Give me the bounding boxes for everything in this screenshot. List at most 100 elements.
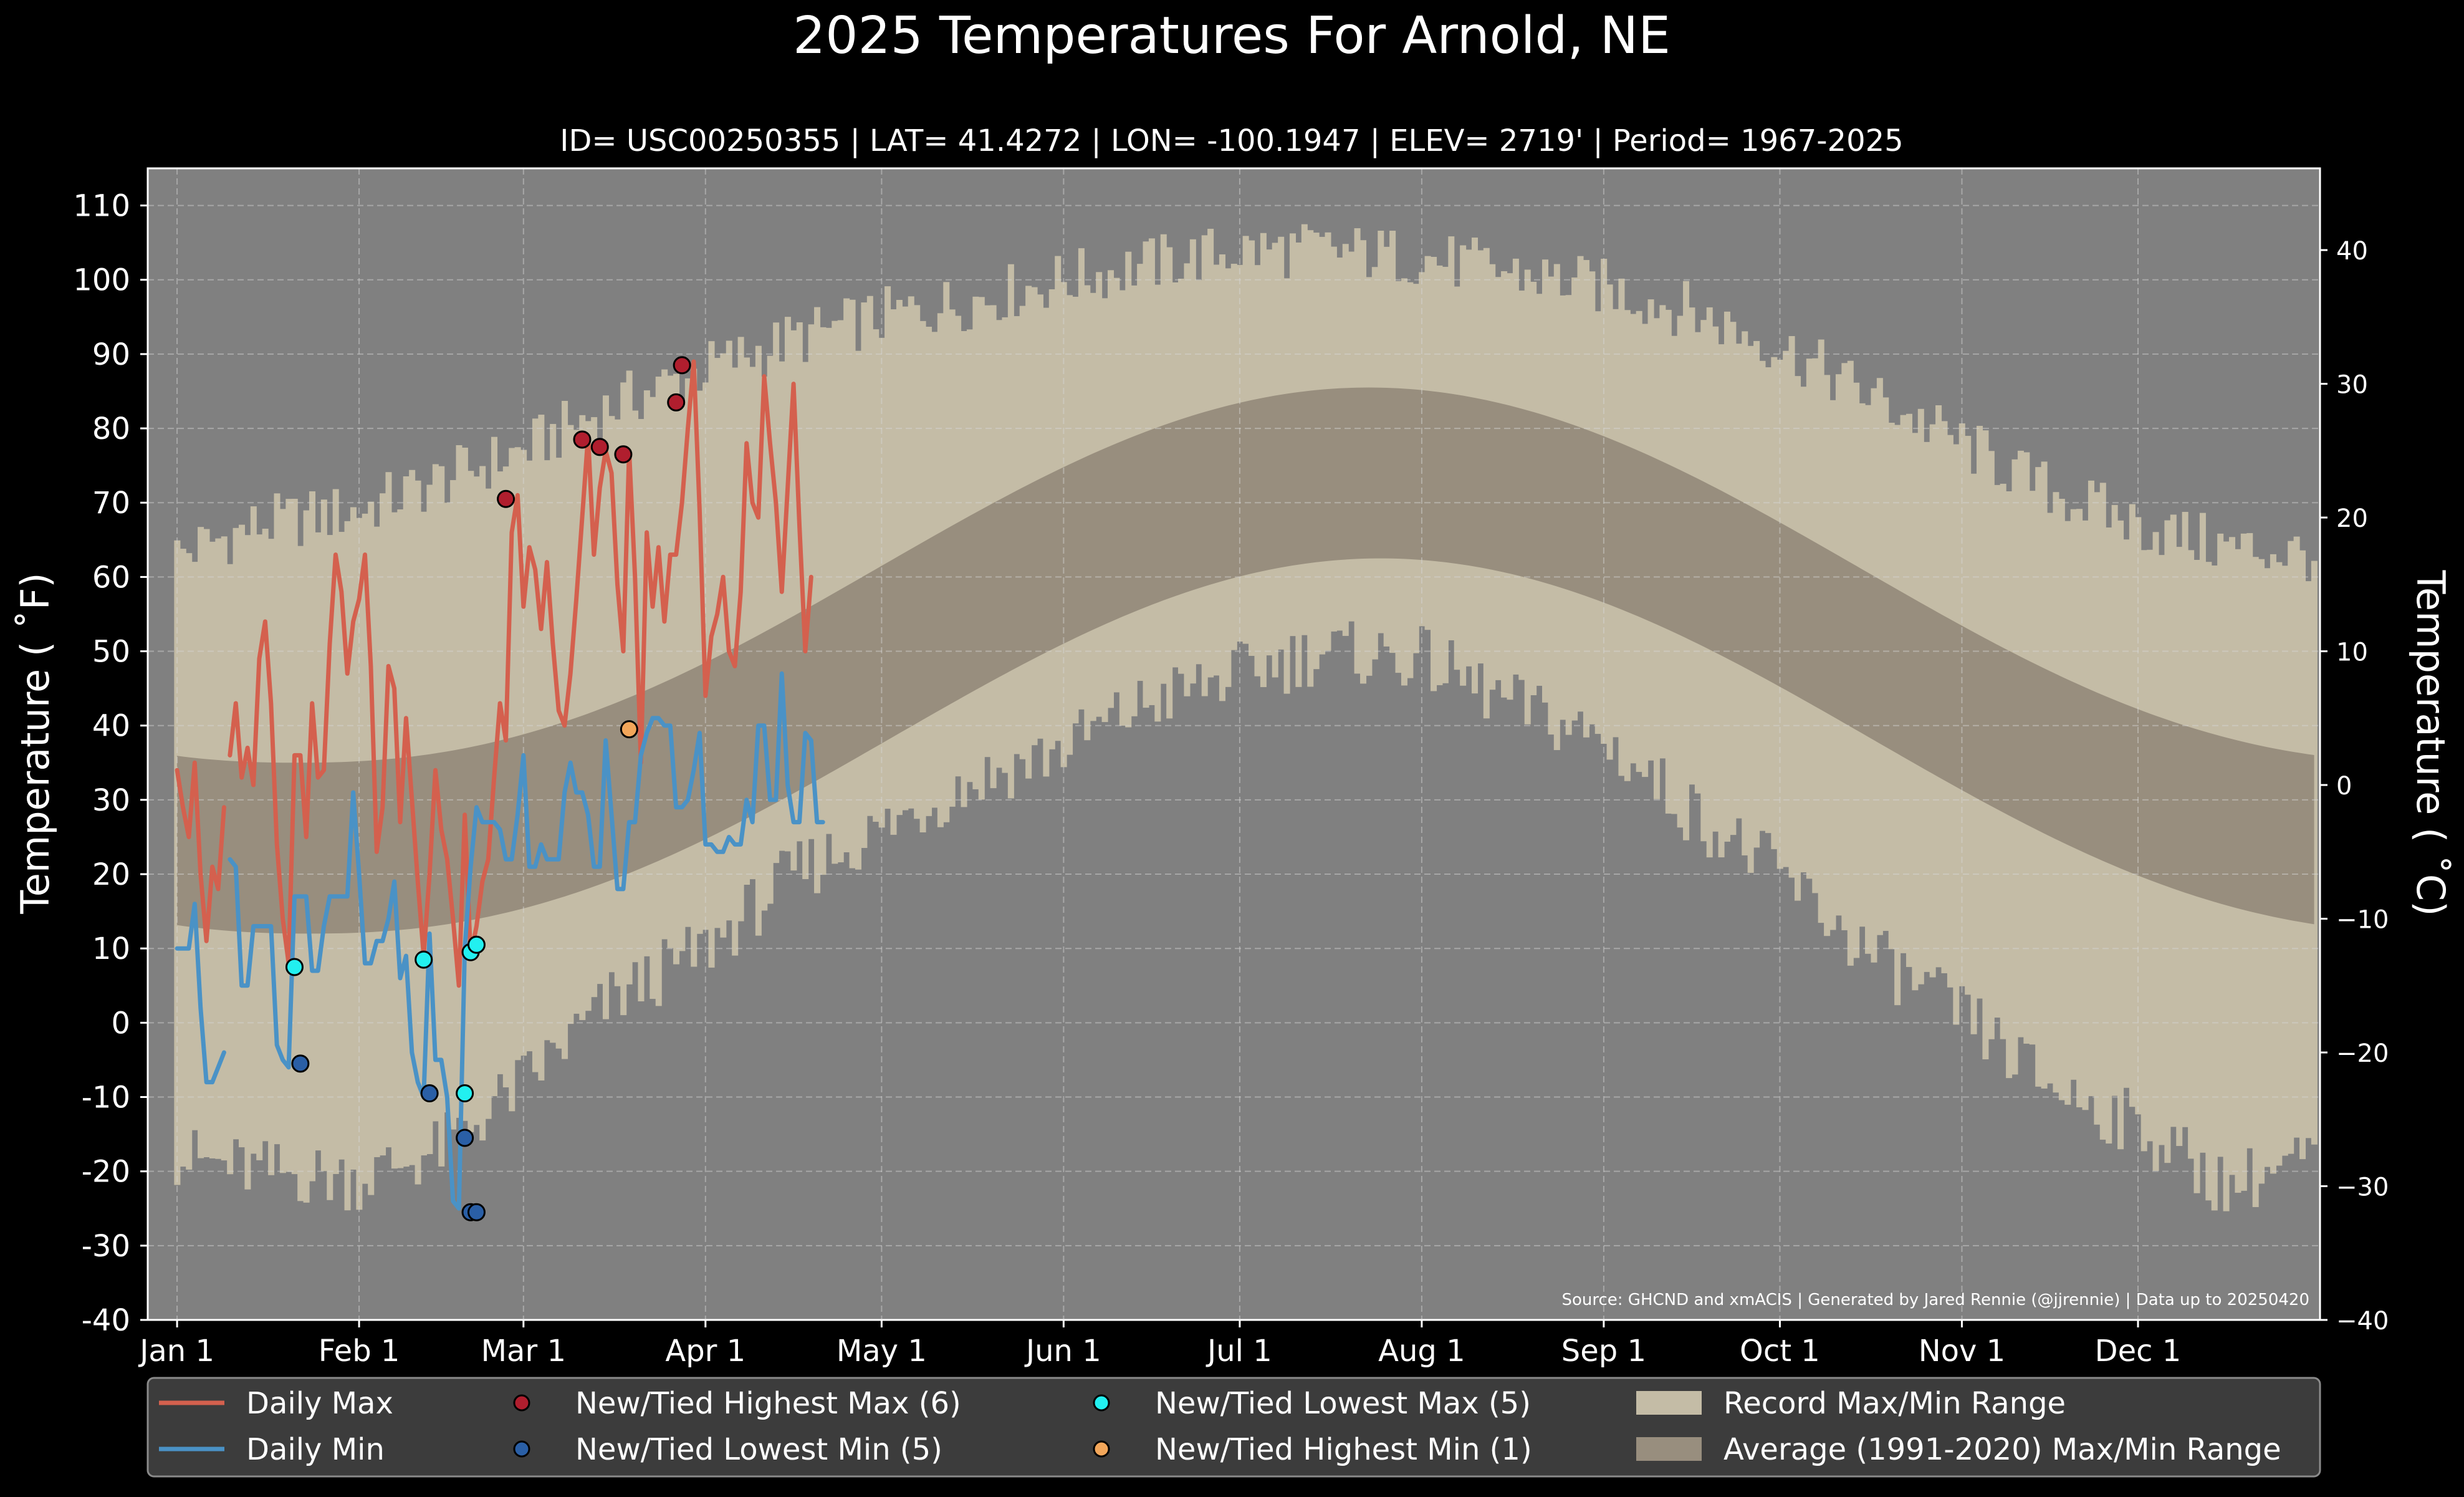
record-range-bar <box>784 317 791 852</box>
new-high-min-marker <box>620 720 638 739</box>
x-tick-label: Apr 1 <box>665 1334 745 1369</box>
x-tick-label: Mar 1 <box>481 1334 566 1369</box>
record-range-bar <box>832 320 838 864</box>
new-low-max-marker <box>456 1084 474 1103</box>
y-tick-label-f: -40 <box>82 1303 130 1338</box>
y-tick-label-f: -10 <box>82 1081 130 1115</box>
new-high-max-marker <box>590 438 609 456</box>
y-tick-label-f: 110 <box>73 189 130 224</box>
legend-patch-swatch <box>1636 1391 1702 1415</box>
legend-label: Daily Max <box>246 1386 393 1421</box>
plot-area <box>148 168 2320 1320</box>
new-low-min-marker <box>420 1084 439 1103</box>
new-low-max-marker <box>285 958 304 976</box>
y-tick-label-f: 0 <box>111 1006 130 1041</box>
legend-patch-swatch <box>1636 1437 1702 1461</box>
new-high-max-marker <box>614 445 633 464</box>
record-range-bar <box>843 298 850 852</box>
record-range-bar <box>861 302 868 849</box>
new-low-max-marker <box>415 950 433 969</box>
legend-label: New/Tied Lowest Min (5) <box>575 1432 942 1467</box>
legend-box <box>146 1377 2321 1478</box>
chart-subtitle: ID= USC00250355 | LAT= 41.4272 | LON= -1… <box>560 123 1903 158</box>
record-range-bar <box>643 390 650 956</box>
legend-label: New/Tied Highest Min (1) <box>1155 1432 1532 1467</box>
y-axis-label-celsius: Temperature ( ˚C) <box>2408 570 2453 917</box>
new-low-max-marker <box>467 935 486 954</box>
legend-label: Average (1991-2020) Max/Min Range <box>1723 1432 2281 1467</box>
y-tick-label-f: -30 <box>82 1229 130 1264</box>
record-range-bar <box>620 382 627 1016</box>
y-tick-label-c: 40 <box>2336 237 2368 266</box>
x-tick-label: May 1 <box>837 1334 927 1369</box>
record-range-bar <box>632 410 639 963</box>
x-tick-label: Nov 1 <box>1919 1334 2005 1369</box>
record-range-bar <box>744 357 750 885</box>
plot-frame <box>146 167 2321 1321</box>
y-tick-label-c: 10 <box>2336 638 2368 667</box>
new-low-min-marker <box>291 1054 310 1073</box>
record-range-bar <box>749 367 756 880</box>
y-tick-label-f: 60 <box>92 560 130 595</box>
source-note: Source: GHCND and xmACIS | Generated by … <box>1561 1291 2309 1309</box>
new-high-max-marker <box>573 430 592 449</box>
record-range-bar <box>673 373 680 965</box>
record-range-bar <box>591 417 598 998</box>
axes: -40-30-20-100102030405060708090100110−40… <box>73 167 2389 1369</box>
record-range-bar <box>737 337 744 922</box>
x-tick-label: Jun 1 <box>1024 1334 1101 1369</box>
new-high-max-marker <box>497 489 515 508</box>
new-high-max-marker <box>673 356 691 375</box>
daily-min-line <box>175 902 226 1085</box>
y-tick-label-f: 20 <box>92 857 130 892</box>
x-tick-label: Aug 1 <box>1378 1334 1465 1369</box>
record-range-bar <box>2311 561 2318 1145</box>
y-tick-label-f: 10 <box>92 931 130 966</box>
record-range-bar <box>667 375 674 948</box>
chart-title: 2025 Temperatures For Arnold, NE <box>793 6 1671 65</box>
new-low-min-marker <box>456 1129 474 1147</box>
legend-dot-swatch <box>513 1440 530 1458</box>
record-range-bar <box>884 286 891 809</box>
legend-dot-swatch <box>1093 1440 1110 1458</box>
legend: Daily Max Daily Min New/Tied Highest Max (… <box>146 1377 2321 1478</box>
normal-range-band <box>177 387 2314 934</box>
x-tick-label: Dec 1 <box>2095 1334 2182 1369</box>
legend-label: Daily Min <box>246 1432 385 1467</box>
record-range-bar <box>796 322 803 842</box>
record-range-bar <box>714 358 721 928</box>
new-low-min-marker <box>467 1203 486 1221</box>
y-tick-label-f: 80 <box>92 412 130 446</box>
legend-label: Record Max/Min Range <box>1723 1386 2066 1421</box>
legend-dot-swatch <box>1093 1394 1110 1412</box>
y-tick-label-f: 100 <box>73 263 130 298</box>
record-range-bar <box>773 322 780 864</box>
y-tick-label-c: 0 <box>2336 772 2352 801</box>
y-tick-label-c: −40 <box>2336 1307 2389 1336</box>
y-tick-label-f: 50 <box>92 635 130 670</box>
legend-label: New/Tied Highest Max (6) <box>575 1386 961 1421</box>
y-tick-label-c: −20 <box>2336 1039 2389 1068</box>
record-range-bar <box>691 368 697 967</box>
record-range-bar <box>866 296 873 816</box>
y-axis-label-fahrenheit: Temperature ( ˚F) <box>12 572 58 914</box>
y-tick-label-f: 70 <box>92 486 130 521</box>
y-tick-label-c: 20 <box>2336 504 2368 533</box>
record-range-bar <box>608 416 615 973</box>
y-tick-label-c: −10 <box>2336 906 2389 935</box>
record-range-bar <box>684 378 691 927</box>
record-range-bar <box>779 361 785 851</box>
record-range-bar <box>720 353 727 938</box>
legend-label: New/Tied Lowest Max (5) <box>1155 1386 1531 1421</box>
y-tick-label-f: 40 <box>92 709 130 744</box>
daily-max-line <box>175 760 226 943</box>
daily-min-line <box>228 671 825 1211</box>
y-tick-label-f: -20 <box>82 1155 130 1190</box>
daily-max-line <box>228 359 813 988</box>
x-tick-label: Jan 1 <box>138 1334 214 1369</box>
record-range-bar <box>825 327 832 834</box>
record-range-bar <box>696 390 703 934</box>
y-tick-label-f: 90 <box>92 337 130 372</box>
y-tick-label-c: −30 <box>2336 1173 2389 1202</box>
